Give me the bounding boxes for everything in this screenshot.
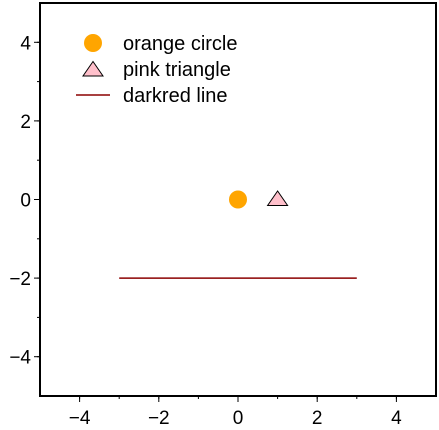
y-tick-label: −4 (9, 348, 31, 369)
data-point-circle (229, 190, 247, 209)
y-tick-label: −2 (9, 269, 31, 290)
legend: orange circle pink triangle darkred line (76, 33, 238, 107)
x-tick-label: −2 (148, 408, 170, 429)
y-tick-label: 0 (20, 191, 31, 212)
legend-label: darkred line (123, 85, 228, 107)
x-tick-label: 4 (391, 408, 402, 429)
y-tick-label: 4 (20, 33, 31, 54)
data-marks (119, 190, 357, 279)
data-point-triangle (266, 190, 289, 206)
legend-label: pink triangle (123, 59, 231, 81)
legend-label: orange circle (123, 33, 238, 55)
x-tick-label: 0 (233, 408, 244, 429)
axis-ticks: −4 −2 0 2 4 −4 −2 0 2 4 (9, 33, 402, 429)
legend-circle-icon (84, 34, 102, 52)
x-tick-label: −4 (69, 408, 91, 429)
x-tick-label: 2 (312, 408, 323, 429)
y-tick-label: 2 (20, 112, 31, 133)
legend-triangle-icon (82, 60, 104, 77)
